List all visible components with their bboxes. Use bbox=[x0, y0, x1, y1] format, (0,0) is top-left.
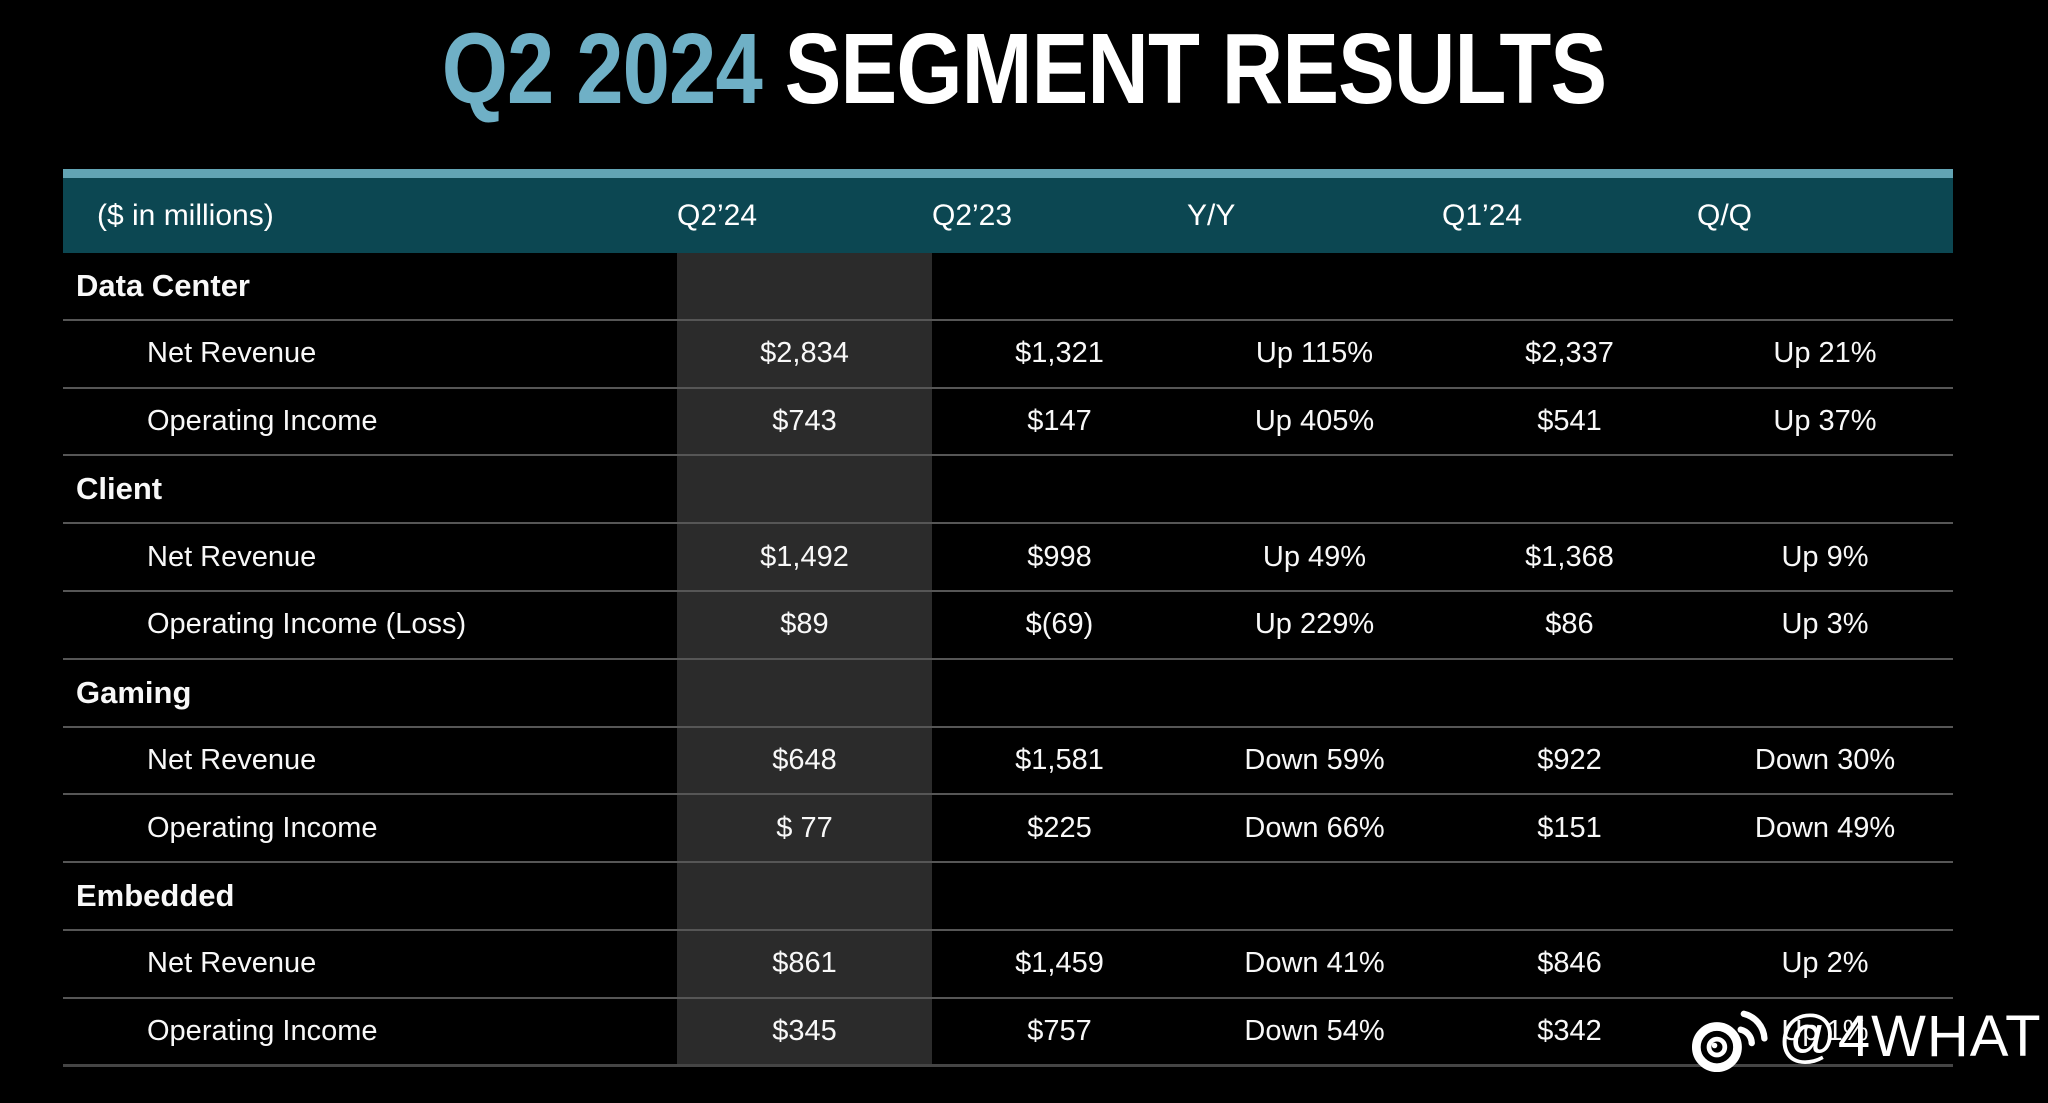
cell-q2-23: $998 bbox=[1027, 540, 1092, 573]
table-header-row: ($ in millions) Q2’24 Q2’23 Y/Y Q1’24 Q/… bbox=[63, 169, 1953, 253]
section-row-data-center: Data Center bbox=[63, 253, 1953, 321]
q2-24-highlight-cell bbox=[677, 456, 932, 523]
cell-q2-23: $147 bbox=[1027, 404, 1092, 437]
cell-q2-23: $(69) bbox=[1025, 608, 1094, 641]
row-label: Net Revenue bbox=[147, 743, 317, 776]
cell-yy: Down 59% bbox=[1244, 743, 1385, 776]
col-header-q1-24: Q1’24 bbox=[1442, 198, 1523, 232]
title-quarter: Q2 2024 bbox=[441, 13, 763, 125]
cell-qq: Down 49% bbox=[1754, 811, 1896, 844]
cell-q2-24: $ 77 bbox=[677, 795, 932, 862]
q2-24-highlight-cell bbox=[677, 863, 932, 929]
cell-q1-24: $922 bbox=[1537, 743, 1602, 776]
row-label: Net Revenue bbox=[147, 947, 317, 980]
section-label: Gaming bbox=[76, 674, 192, 710]
col-header-q2-24: Q2’24 bbox=[677, 198, 758, 232]
cell-q1-24: $151 bbox=[1537, 811, 1602, 844]
cell-q2-24: $1,492 bbox=[677, 524, 932, 590]
cell-q2-23: $757 bbox=[1027, 1014, 1092, 1047]
cell-q2-24: $2,834 bbox=[677, 320, 932, 387]
cell-qq: Up 1% bbox=[1781, 1014, 1869, 1047]
cell-q2-24: $743 bbox=[677, 388, 932, 455]
row-label: Net Revenue bbox=[147, 540, 317, 573]
q2-24-highlight-cell bbox=[677, 659, 932, 726]
watermark-handle: @4WHAT bbox=[1778, 1003, 2042, 1069]
cell-q2-24: $861 bbox=[677, 930, 932, 997]
cell-yy: Up 405% bbox=[1254, 404, 1375, 437]
row-client-operating-income-loss: Operating Income (Loss) $89 $(69) Up 229… bbox=[63, 591, 1953, 660]
cell-yy: Up 229% bbox=[1254, 608, 1375, 641]
col-header-yy: Y/Y bbox=[1187, 198, 1236, 232]
row-gaming-net-revenue: Net Revenue $648 $1,581 Down 59% $922 Do… bbox=[63, 727, 1953, 796]
row-label: Operating Income bbox=[147, 811, 378, 844]
cell-qq: Down 30% bbox=[1754, 743, 1896, 776]
section-label: Data Center bbox=[76, 267, 250, 303]
cell-q2-24: $648 bbox=[677, 727, 932, 794]
cell-q2-23: $1,321 bbox=[1015, 337, 1104, 370]
cell-yy: Down 54% bbox=[1244, 1014, 1385, 1047]
section-label: Embedded bbox=[76, 878, 235, 914]
row-gaming-operating-income: Operating Income $ 77 $225 Down 66% $151… bbox=[63, 795, 1953, 864]
title-text: SEGMENT RESULTS bbox=[761, 13, 1607, 125]
segment-results-table: ($ in millions) Q2’24 Q2’23 Y/Y Q1’24 Q/… bbox=[63, 169, 1953, 1067]
cell-yy: Up 49% bbox=[1262, 540, 1367, 573]
cell-q1-24: $86 bbox=[1545, 608, 1594, 641]
cell-q2-24: $345 bbox=[677, 998, 932, 1064]
row-label: Operating Income (Loss) bbox=[147, 608, 467, 641]
page-title: Q2 2024 SEGMENT RESULTS bbox=[154, 14, 1895, 124]
row-label: Operating Income bbox=[147, 404, 378, 437]
cell-qq: Up 37% bbox=[1773, 404, 1877, 437]
cell-q1-24: $846 bbox=[1537, 947, 1602, 980]
watermark: @4WHAT bbox=[1688, 998, 2042, 1074]
cell-qq: Up 21% bbox=[1773, 337, 1877, 370]
cell-q1-24: $2,337 bbox=[1525, 337, 1614, 370]
cell-qq: Up 3% bbox=[1781, 608, 1869, 641]
cell-qq: Up 9% bbox=[1781, 540, 1869, 573]
row-data-center-net-revenue: Net Revenue $2,834 $1,321 Up 115% $2,337… bbox=[63, 320, 1953, 389]
row-embedded-net-revenue: Net Revenue $861 $1,459 Down 41% $846 Up… bbox=[63, 930, 1953, 999]
col-header-qq: Q/Q bbox=[1697, 198, 1753, 232]
row-client-net-revenue: Net Revenue $1,492 $998 Up 49% $1,368 Up… bbox=[63, 524, 1953, 592]
q2-24-highlight-cell bbox=[677, 253, 932, 319]
cell-q1-24: $342 bbox=[1537, 1014, 1602, 1047]
cell-qq: Up 2% bbox=[1781, 947, 1869, 980]
section-row-gaming: Gaming bbox=[63, 659, 1953, 728]
cell-q2-23: $225 bbox=[1027, 811, 1092, 844]
col-header-q2-23: Q2’23 bbox=[932, 198, 1013, 232]
row-label: Operating Income bbox=[147, 1014, 378, 1047]
row-label: Net Revenue bbox=[147, 337, 317, 370]
cell-q2-24: $89 bbox=[677, 591, 932, 658]
row-embedded-operating-income: Operating Income $345 $757 Down 54% $342… bbox=[63, 998, 1953, 1067]
unit-label: ($ in millions) bbox=[97, 198, 274, 232]
cell-q2-23: $1,459 bbox=[1015, 947, 1104, 980]
row-data-center-operating-income: Operating Income $743 $147 Up 405% $541 … bbox=[63, 388, 1953, 457]
cell-yy: Down 41% bbox=[1244, 947, 1385, 980]
cell-q2-23: $1,581 bbox=[1015, 743, 1104, 776]
cell-q1-24: $541 bbox=[1537, 404, 1602, 437]
section-row-embedded: Embedded bbox=[63, 863, 1953, 931]
weibo-icon bbox=[1691, 1010, 1768, 1073]
cell-q1-24: $1,368 bbox=[1525, 540, 1614, 573]
section-row-client: Client bbox=[63, 456, 1953, 525]
section-label: Client bbox=[76, 471, 163, 507]
cell-yy: Up 115% bbox=[1255, 337, 1374, 370]
cell-yy: Down 66% bbox=[1244, 811, 1385, 844]
